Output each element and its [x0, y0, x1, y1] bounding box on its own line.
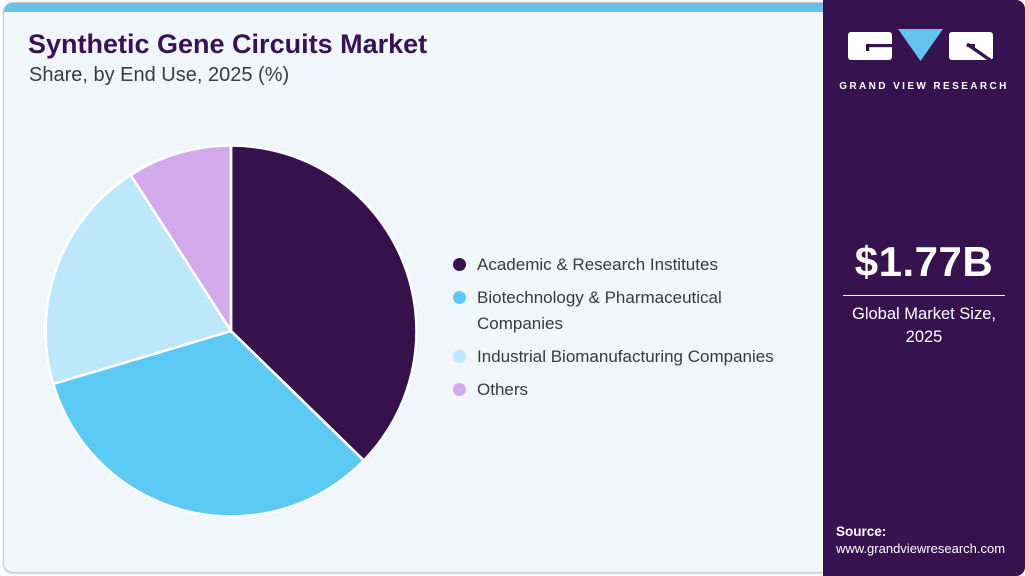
brand-logo: GRAND VIEW RESEARCH — [823, 26, 1025, 92]
legend-swatch — [453, 291, 466, 304]
pie-slice-2 — [51, 329, 366, 518]
legend-item: Industrial Biomanufacturing Companies — [453, 344, 803, 370]
legend-swatch — [453, 258, 466, 271]
source-label: Source: — [836, 524, 887, 539]
pie-chart — [44, 144, 418, 518]
market-size-caption: Global Market Size, 2025 — [852, 305, 996, 347]
accent-top-bar — [4, 3, 823, 12]
legend-item: Academic & Research Institutes — [453, 252, 803, 278]
source-block: Source: www.grandviewresearch.com — [836, 524, 1005, 556]
chart-title: Synthetic Gene Circuits Market — [28, 29, 428, 59]
chart-card: Synthetic Gene Circuits Market Share, by… — [3, 2, 823, 573]
legend-item: Others — [453, 377, 803, 403]
legend-label: Industrial Biomanufacturing Companies — [477, 347, 774, 366]
brand-logo-text: GRAND VIEW RESEARCH — [839, 81, 1009, 92]
divider — [843, 295, 1005, 296]
source-url: www.grandviewresearch.com — [836, 541, 1006, 556]
legend-item: Biotechnology & Pharmaceutical Companies — [453, 285, 803, 337]
pie-chart-area — [42, 142, 420, 520]
pie-slice-4 — [129, 144, 233, 333]
market-size-value: $1.77B — [854, 238, 994, 285]
market-size-block: $1.77B Global Market Size, 2025 — [823, 238, 1025, 349]
pie-slice-1 — [229, 144, 418, 462]
legend-label: Others — [477, 380, 529, 399]
legend: Academic & Research Institutes Biotechnol… — [453, 252, 803, 410]
legend-label: Biotechnology & Pharmaceutical Companies — [477, 288, 722, 333]
pie-slice-3 — [44, 173, 233, 386]
gvr-logo-icon — [848, 29, 1001, 69]
legend-label: Academic & Research Institutes — [477, 255, 718, 274]
legend-swatch — [453, 383, 466, 396]
brand-panel: GRAND VIEW RESEARCH $1.77B Global Market… — [823, 0, 1025, 576]
legend-swatch — [453, 350, 466, 363]
chart-subtitle: Share, by End Use, 2025 (%) — [29, 64, 290, 86]
